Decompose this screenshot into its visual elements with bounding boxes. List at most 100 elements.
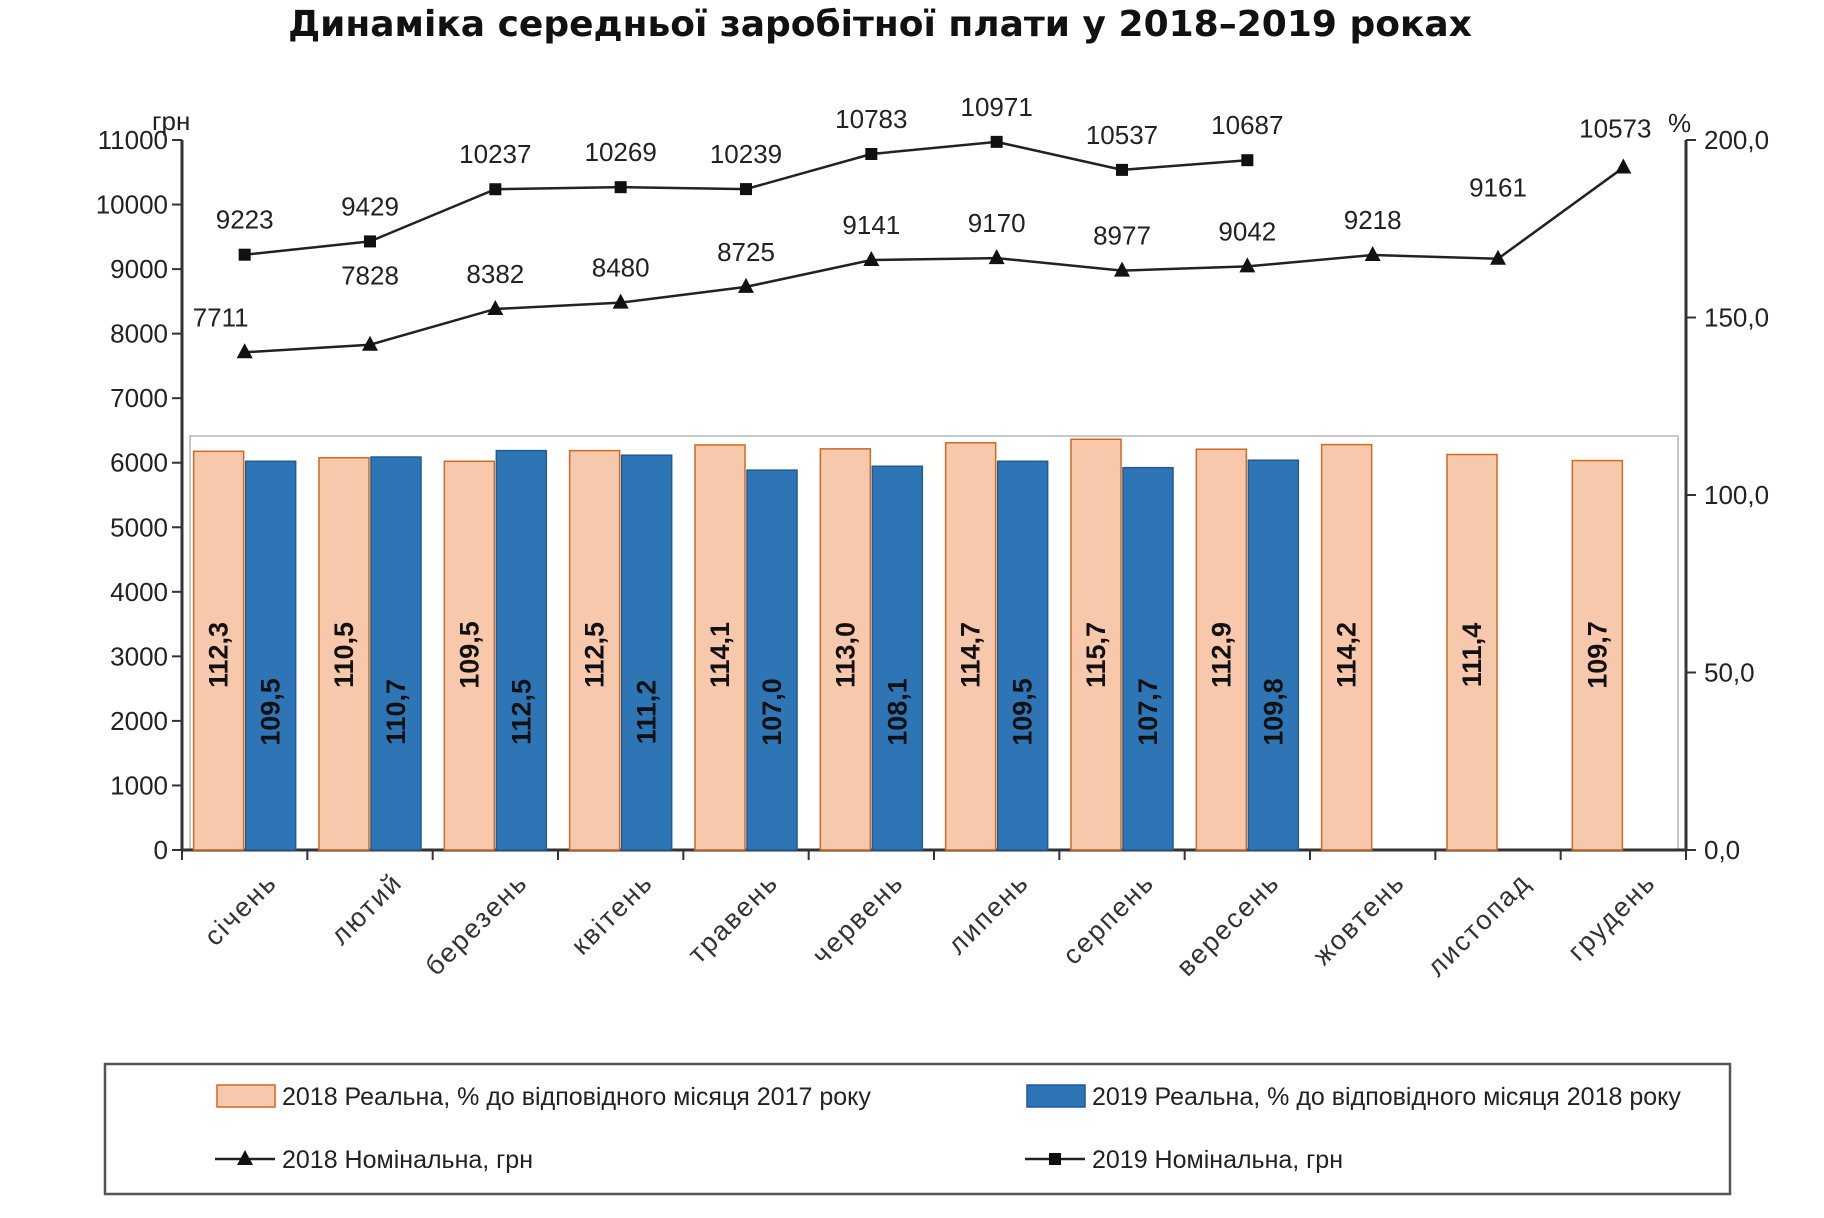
value-label-2019: 10537 (1086, 120, 1158, 150)
bar-2018 (1070, 438, 1122, 851)
bar-2018 (568, 449, 621, 851)
chart-title: Динаміка середньої заробітної плати у 20… (288, 4, 1472, 45)
marker-2019 (489, 183, 502, 196)
x-category-label: вересень (1171, 867, 1286, 982)
bar-2019 (244, 460, 297, 851)
bar-label-2019: 112,5 (506, 679, 536, 745)
value-label-2019: 10239 (710, 139, 782, 169)
value-label-2019: 9429 (341, 191, 399, 221)
bar-2018 (819, 448, 872, 851)
y-left-tick-label: 3000 (110, 641, 168, 671)
bar-2019 (620, 454, 673, 851)
bar-2018 (1571, 459, 1624, 851)
value-label-2018: 9042 (1218, 216, 1276, 246)
bar-2018 (944, 442, 997, 851)
x-category-label: лютий (325, 867, 408, 950)
bar-label-2019: 109,5 (1008, 678, 1038, 746)
marker-2018 (487, 299, 504, 315)
marker-2019 (364, 235, 376, 248)
marker-2019 (614, 181, 627, 194)
legend-swatch-2018-real (216, 1084, 276, 1108)
value-label-2019: 10783 (835, 104, 907, 134)
bar-2019 (370, 456, 422, 851)
value-label-2018: 7711 (193, 302, 249, 332)
legend-marker-2019-nominal (1049, 1153, 1061, 1165)
marker-2018 (1364, 246, 1381, 262)
marker-2019 (1241, 154, 1254, 167)
y-left-tick-label: 10000 (96, 190, 168, 220)
x-category-label: жовтень (1307, 867, 1411, 971)
y-left-tick-label: 11000 (98, 125, 168, 155)
line-2018 (244, 166, 1625, 354)
marker-2018 (236, 343, 253, 359)
y-left-tick-label: 0 (154, 835, 168, 865)
marker-2018 (863, 250, 880, 266)
value-label-2018: 8977 (1093, 221, 1151, 251)
marker-2018 (612, 293, 629, 309)
bar-2018 (1195, 448, 1248, 851)
marker-2019 (238, 248, 251, 261)
bar-label-2018: 114,2 (1332, 622, 1362, 688)
x-category-label: січень (198, 867, 283, 952)
marker-2018 (1490, 249, 1506, 265)
y-left-tick-label: 5000 (110, 512, 168, 542)
y-left-tick-label: 7000 (110, 383, 168, 413)
value-label-2018: 9161 (1469, 173, 1527, 203)
bar-2018 (318, 456, 370, 851)
bar-2019 (1122, 466, 1174, 851)
x-category-label: березень (419, 867, 533, 981)
bar-label-2019: 108,1 (882, 678, 912, 746)
bar-label-2019: 111,2 (632, 680, 662, 745)
bar-label-2018: 114,1 (705, 622, 735, 688)
y-left-tick-label: 4000 (110, 577, 168, 607)
value-label-2019: 10237 (459, 139, 531, 169)
marker-2018 (1615, 158, 1632, 174)
legend-swatch-2019-real (1026, 1084, 1086, 1108)
value-label-2018: 8382 (466, 259, 524, 289)
bar-2019 (746, 469, 798, 851)
value-label-2018: 8725 (717, 237, 775, 267)
value-label-2018: 9141 (842, 210, 900, 240)
marker-2019 (865, 148, 878, 161)
bar-label-2018: 110,5 (329, 622, 359, 688)
bar-2019 (996, 460, 1049, 851)
bar-2019 (1247, 459, 1300, 851)
value-label-2018: 10573 (1579, 114, 1651, 144)
value-label-2018: 9170 (968, 208, 1026, 238)
legend-label-2018-real: 2018 Реальна, % до відповідного місяця 2… (282, 1083, 871, 1111)
bar-label-2018: 111,4 (1457, 623, 1487, 688)
bar-label-2018: 112,9 (1206, 622, 1236, 688)
x-category-label: червень (806, 867, 909, 970)
legend-marker-2018-nominal (237, 1150, 253, 1165)
value-label-2018: 7828 (341, 261, 399, 291)
marker-2019 (740, 183, 752, 196)
y-right-unit-label: % (1668, 108, 1691, 138)
y-left-unit-label: грн (152, 106, 190, 136)
y-right-tick-label: 50,0 (1704, 658, 1755, 688)
bar-2019 (495, 449, 548, 851)
y-right-tick-label: 0,0 (1704, 835, 1740, 865)
bar-label-2018: 109,7 (1582, 621, 1612, 689)
y-right-tick-label: 100,0 (1704, 480, 1769, 510)
bar-2018 (694, 444, 746, 851)
bar-label-2018: 115,7 (1081, 622, 1111, 688)
legend-box (103, 1062, 1732, 1196)
y-left-tick-label: 6000 (110, 448, 168, 478)
bar-label-2018: 112,5 (580, 622, 610, 688)
x-category-label: квітень (565, 867, 658, 960)
marker-2019 (990, 135, 1003, 148)
bar-label-2019: 107,0 (757, 678, 787, 746)
bar-2018 (1320, 443, 1373, 851)
bar-label-2019: 110,7 (381, 679, 411, 745)
x-category-label: серпень (1057, 867, 1160, 970)
bar-2019 (871, 465, 924, 851)
y-left-tick-label: 2000 (110, 706, 168, 736)
value-label-2018: 8480 (592, 253, 650, 283)
bar-label-2018: 112,3 (204, 622, 234, 688)
x-category-label: листопад (1421, 867, 1536, 982)
bar-2018 (192, 450, 245, 851)
value-label-2019: 10269 (585, 137, 657, 167)
marker-2018 (362, 335, 378, 351)
x-category-label: липень (942, 867, 1035, 960)
y-right-tick-label: 150,0 (1704, 303, 1769, 333)
